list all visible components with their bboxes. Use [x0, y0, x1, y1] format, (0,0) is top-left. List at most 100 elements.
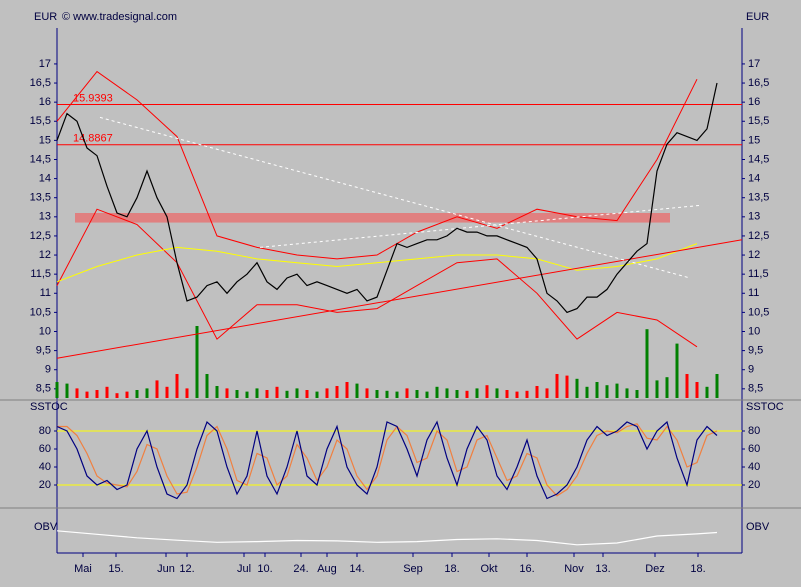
volume-bar — [425, 391, 429, 398]
volume-bar — [625, 388, 629, 398]
x-tick-label: 10. — [257, 563, 272, 575]
y-label: EUR — [34, 11, 57, 23]
volume-bar — [255, 388, 259, 398]
overlay-line — [56, 70, 698, 260]
volume-bar — [635, 390, 639, 398]
y-tick-label: 60 — [39, 443, 51, 455]
volume-bar — [285, 390, 289, 398]
y-tick-label-right: 9 — [748, 364, 754, 376]
y-tick-label-right: 40 — [748, 461, 760, 473]
volume-bar — [185, 388, 189, 398]
volume-bar — [365, 388, 369, 398]
overlay-line — [56, 243, 698, 283]
volume-bar — [655, 380, 659, 398]
volume-bar — [645, 329, 649, 398]
x-tick-label: Mai — [74, 563, 92, 575]
volume-bar — [555, 374, 559, 398]
volume-bar — [405, 388, 409, 398]
x-tick-label: Jun — [157, 563, 175, 575]
series-line — [56, 530, 718, 546]
volume-bar — [395, 391, 399, 398]
volume-bar — [55, 382, 59, 398]
x-tick-label: 13. — [595, 563, 610, 575]
volume-bar — [65, 383, 69, 398]
volume-bar — [575, 378, 579, 398]
volume-bar — [115, 393, 119, 398]
y-tick-label: 13,5 — [30, 192, 51, 204]
volume-bar — [85, 391, 89, 398]
volume-bar — [75, 388, 79, 398]
y-label-right: EUR — [746, 11, 769, 23]
y-label: OBV — [34, 521, 58, 533]
volume-bar — [135, 390, 139, 398]
volume-bar — [155, 380, 159, 398]
y-tick-label: 15,5 — [30, 115, 51, 127]
volume-bar — [485, 385, 489, 398]
y-tick-label-right: 60 — [748, 443, 760, 455]
trend-line — [259, 204, 701, 248]
y-tick-label: 10,5 — [30, 306, 51, 318]
volume-bar — [245, 391, 249, 398]
y-label-right: SSTOC — [746, 401, 784, 413]
volume-bar — [275, 386, 279, 398]
x-tick-label: 14. — [349, 563, 364, 575]
volume-bar — [175, 374, 179, 398]
level-label: 14.8867 — [73, 133, 113, 145]
volume-bar — [225, 388, 229, 398]
volume-bar — [505, 390, 509, 398]
y-tick-label: 16,5 — [30, 77, 51, 89]
volume-bar — [545, 388, 549, 398]
x-tick-label: Okt — [480, 563, 497, 575]
volume-bar — [165, 386, 169, 398]
y-tick-label-right: 20 — [748, 479, 760, 491]
volume-bar — [325, 388, 329, 398]
y-tick-label-right: 17 — [748, 58, 760, 70]
series-line — [56, 82, 718, 314]
y-tick-label: 16 — [39, 96, 51, 108]
volume-bar — [465, 390, 469, 398]
volume-bar — [605, 385, 609, 398]
y-tick-label-right: 16,5 — [748, 77, 769, 89]
volume-bar — [375, 390, 379, 398]
volume-bar — [665, 377, 669, 398]
volume-bar — [215, 386, 219, 398]
y-tick-label-right: 9,5 — [748, 345, 763, 357]
volume-bar — [675, 343, 679, 398]
x-tick-label: 12. — [179, 563, 194, 575]
y-tick-label-right: 12,5 — [748, 230, 769, 242]
volume-bar — [345, 382, 349, 398]
x-tick-label: 16. — [519, 563, 534, 575]
y-tick-label: 12,5 — [30, 230, 51, 242]
volume-bar — [415, 390, 419, 398]
y-tick-label-right: 15,5 — [748, 115, 769, 127]
x-tick-label: Aug — [317, 563, 337, 575]
overlay-line — [56, 208, 698, 348]
volume-bar — [565, 375, 569, 398]
y-tick-label-right: 80 — [748, 425, 760, 437]
y-tick-label-right: 11,5 — [748, 268, 769, 280]
x-tick-label: 15. — [108, 563, 123, 575]
x-tick-label: 18. — [444, 563, 459, 575]
y-tick-label-right: 14,5 — [748, 153, 769, 165]
volume-bar — [295, 388, 299, 398]
volume-bar — [335, 386, 339, 398]
volume-bar — [695, 382, 699, 398]
x-tick-label: Sep — [403, 563, 423, 575]
volume-bar — [95, 390, 99, 398]
y-tick-label-right: 13,5 — [748, 192, 769, 204]
volume-bar — [475, 388, 479, 398]
volume-bar — [205, 374, 209, 398]
volume-bar — [195, 326, 199, 398]
volume-bar — [595, 382, 599, 398]
volume-bar — [685, 374, 689, 398]
volume-bar — [435, 386, 439, 398]
volume-bar — [525, 390, 529, 398]
y-label: SSTOC — [30, 401, 68, 413]
y-tick-label-right: 10,5 — [748, 306, 769, 318]
y-tick-label: 15 — [39, 134, 51, 146]
x-tick-label: Nov — [564, 563, 584, 575]
y-tick-label: 8,5 — [36, 383, 51, 395]
source: © www.tradesignal.com — [62, 11, 177, 23]
y-tick-label: 20 — [39, 479, 51, 491]
